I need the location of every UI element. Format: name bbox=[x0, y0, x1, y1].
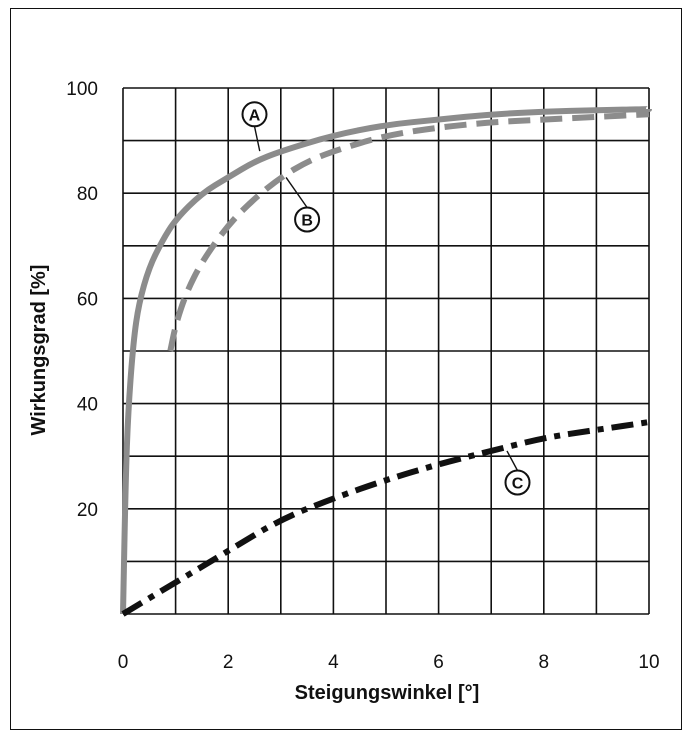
y-axis-title: Wirkungsgrad [%] bbox=[28, 265, 50, 436]
marker-leader-c bbox=[506, 450, 519, 471]
marker-leader-a bbox=[253, 126, 261, 152]
x-axis-title: Steigungswinkel [°] bbox=[295, 682, 480, 704]
marker-circle-c bbox=[504, 469, 531, 496]
marker-circle-a bbox=[241, 101, 268, 128]
x-tick-label: 2 bbox=[223, 652, 234, 673]
chart-curves bbox=[120, 106, 652, 617]
chart-grid bbox=[122, 87, 650, 615]
x-tick-label: 10 bbox=[638, 652, 659, 673]
y-tick-label: 40 bbox=[77, 395, 98, 416]
marker-circle-b bbox=[294, 206, 321, 233]
series-line-b bbox=[167, 111, 650, 352]
chart-markers: A B C bbox=[241, 101, 531, 496]
marker-label-b: B bbox=[301, 213, 313, 230]
marker-leader-b bbox=[285, 177, 308, 208]
chart-ticks: 0 2 4 6 8 10 20 40 60 80 100 bbox=[66, 79, 659, 673]
marker-label-c: C bbox=[512, 476, 524, 493]
y-tick-label: 20 bbox=[77, 500, 98, 521]
x-tick-label: 0 bbox=[118, 652, 129, 673]
x-tick-label: 8 bbox=[539, 652, 550, 673]
marker-label-a: A bbox=[249, 107, 261, 124]
x-tick-label: 4 bbox=[328, 652, 339, 673]
x-tick-label: 6 bbox=[433, 652, 444, 673]
y-tick-label: 60 bbox=[77, 289, 98, 310]
series-line-a bbox=[120, 106, 652, 615]
y-tick-label: 100 bbox=[66, 79, 98, 100]
series-line-c bbox=[121, 419, 652, 617]
y-tick-label: 80 bbox=[77, 184, 98, 205]
